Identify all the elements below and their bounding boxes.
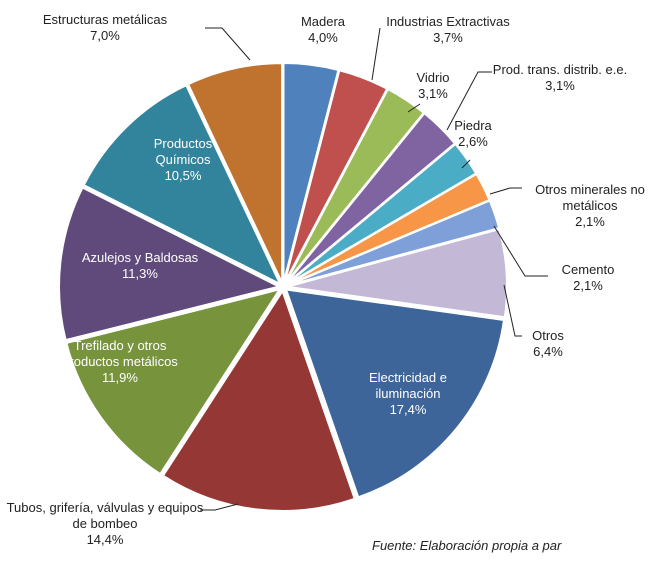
category-name: Electricidad e iluminación	[368, 370, 448, 401]
category-name: Industrias Extractivas	[386, 14, 510, 29]
slice-label: Otros minerales no metálicos 2,1%	[525, 182, 650, 230]
category-name: Tubos, grifería, válvulas y equipos de b…	[6, 500, 204, 531]
leader-line	[205, 27, 251, 61]
slice-label: Piedra 2,6%	[443, 118, 503, 150]
slice-label: Cemento 2,1%	[548, 262, 628, 294]
slice-label: Prod. trans. distrib. e.e. 3,1%	[485, 62, 635, 94]
category-name: Otros minerales no metálicos	[535, 182, 645, 213]
pie-slice	[161, 288, 356, 512]
leader-line	[489, 187, 522, 195]
category-name: Cemento	[561, 262, 615, 277]
slice-label: Productos Químicos 10,5%	[128, 136, 238, 184]
pie-slice	[65, 287, 282, 476]
pie-slice	[286, 227, 508, 319]
slice-label: Estructuras metálicas 7,0%	[5, 12, 205, 44]
value-label: 6,4%	[533, 344, 563, 359]
leader-line	[493, 225, 548, 277]
value-label: 3,1%	[418, 86, 448, 101]
pie-slice	[284, 288, 506, 499]
category-name: Vidrio	[416, 70, 450, 85]
category-name: Piedra	[454, 118, 492, 133]
value-label: 2,1%	[573, 278, 603, 293]
leader-line	[503, 284, 522, 337]
slice-label: Otros 6,4%	[518, 328, 578, 360]
slice-label: Tubos, grifería, válvulas y equipos de b…	[5, 500, 205, 548]
category-name: Prod. trans. distrib. e.e.	[492, 62, 628, 77]
category-name: Estructuras metálicas	[42, 12, 168, 27]
category-name: Azulejos y Baldosas	[81, 250, 199, 265]
category-name: Otros	[532, 328, 564, 343]
slice-label: Electricidad e iluminación 17,4%	[343, 370, 473, 418]
value-label: 11,9%	[102, 370, 138, 385]
leader-line	[200, 503, 239, 511]
slice-label: Madera 4,0%	[283, 14, 363, 46]
leader-line	[407, 103, 421, 113]
value-label: 3,7%	[433, 30, 463, 45]
slice-label: Azulejos y Baldosas 11,3%	[60, 250, 220, 282]
value-label: 11,3%	[122, 266, 158, 281]
pie-slice	[58, 186, 282, 342]
leader-line	[446, 71, 492, 131]
value-label: 3,1%	[545, 78, 575, 93]
category-name: Productos Químicos	[153, 136, 213, 167]
value-label: 7,0%	[90, 28, 120, 43]
value-label: 14,4%	[86, 532, 124, 547]
slice-label: Industrias Extractivas 3,7%	[363, 14, 533, 46]
source-note: Fuente: Elaboración propia a par	[372, 538, 562, 553]
pie-slice	[82, 83, 283, 287]
pie-slice	[186, 62, 284, 284]
category-name: Madera	[300, 14, 346, 29]
slice-label: Trefilado y otros productos metálicos 11,…	[55, 338, 185, 386]
value-label: 4,0%	[308, 30, 338, 45]
pie-slice	[286, 199, 501, 287]
category-name: Trefilado y otros productos metálicos	[62, 338, 178, 369]
leader-line	[371, 27, 381, 81]
value-label: 10,5%	[164, 168, 202, 183]
value-label: 2,6%	[458, 134, 488, 149]
slice-label: Vidrio 3,1%	[403, 70, 463, 102]
value-label: 2,1%	[575, 214, 605, 229]
leader-line	[461, 159, 471, 169]
value-label: 17,4%	[389, 402, 427, 417]
